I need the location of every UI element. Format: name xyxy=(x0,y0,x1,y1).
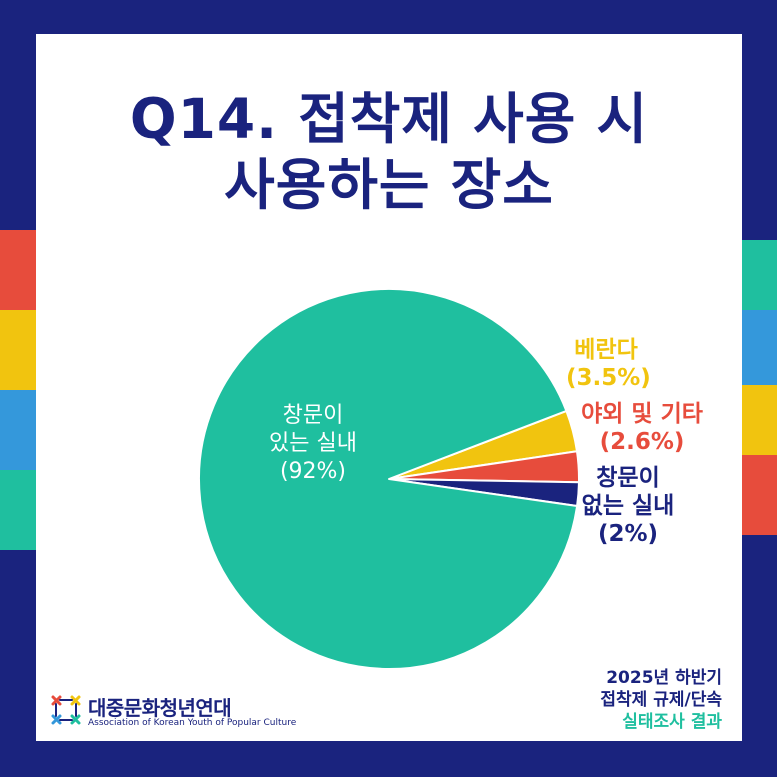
slice-label-line1: 야외 및 기타 xyxy=(581,401,703,427)
slice-label-windowless-indoor: 창문이 없는 실내 (2%) xyxy=(570,464,686,548)
pie-chart xyxy=(198,288,580,670)
slice-label-line1: 베란다 xyxy=(574,337,638,363)
brand-logo-icon xyxy=(51,695,81,725)
slice-windowed-indoor xyxy=(198,288,579,670)
slice-label-line1: 창문이 xyxy=(282,403,344,428)
title-line-2: 사용하는 장소 xyxy=(224,153,554,217)
slice-value: (3.5%) xyxy=(566,365,651,391)
brand-name: 대중문화청년연대 xyxy=(88,696,232,720)
left-stripe-blue xyxy=(0,390,36,470)
survey-line-1: 2025년 하반기 xyxy=(606,668,722,688)
right-stripe-red xyxy=(741,455,777,535)
slice-label-outdoor: 야외 및 기타 (2.6%) xyxy=(576,400,708,456)
right-stripe-yellow xyxy=(741,385,777,455)
slice-label-line2: 있는 실내 xyxy=(269,431,357,456)
slice-label-windowed-indoor: 창문이 있는 실내 (92%) xyxy=(258,402,368,486)
slice-label-line2: 없는 실내 xyxy=(581,493,675,519)
right-stripe-teal xyxy=(741,240,777,310)
survey-line-3: 실태조사 결과 xyxy=(622,712,722,732)
slice-label-line1: 창문이 xyxy=(596,465,660,491)
slice-value: (2%) xyxy=(597,521,659,547)
content-card: Q14. 접착제 사용 시 사용하는 장소 창문이 있는 실내 (92%) 베란… xyxy=(36,34,742,741)
page-title: Q14. 접착제 사용 시 사용하는 장소 xyxy=(36,86,742,218)
brand-english-name: Association of Korean Youth of Popular C… xyxy=(88,718,297,728)
title-line-1: Q14. 접착제 사용 시 xyxy=(129,87,649,151)
survey-caption: 2025년 하반기 접착제 규제/단속 실태조사 결과 xyxy=(600,667,722,733)
slice-value: (92%) xyxy=(279,459,347,484)
right-stripe-blue xyxy=(741,310,777,385)
slice-label-veranda: 베란다 (3.5%) xyxy=(566,336,651,392)
left-stripe-red xyxy=(0,230,36,310)
survey-line-2: 접착제 규제/단속 xyxy=(600,690,722,710)
slice-value: (2.6%) xyxy=(599,429,685,455)
left-stripe-yellow xyxy=(0,310,36,390)
left-stripe-teal xyxy=(0,470,36,550)
